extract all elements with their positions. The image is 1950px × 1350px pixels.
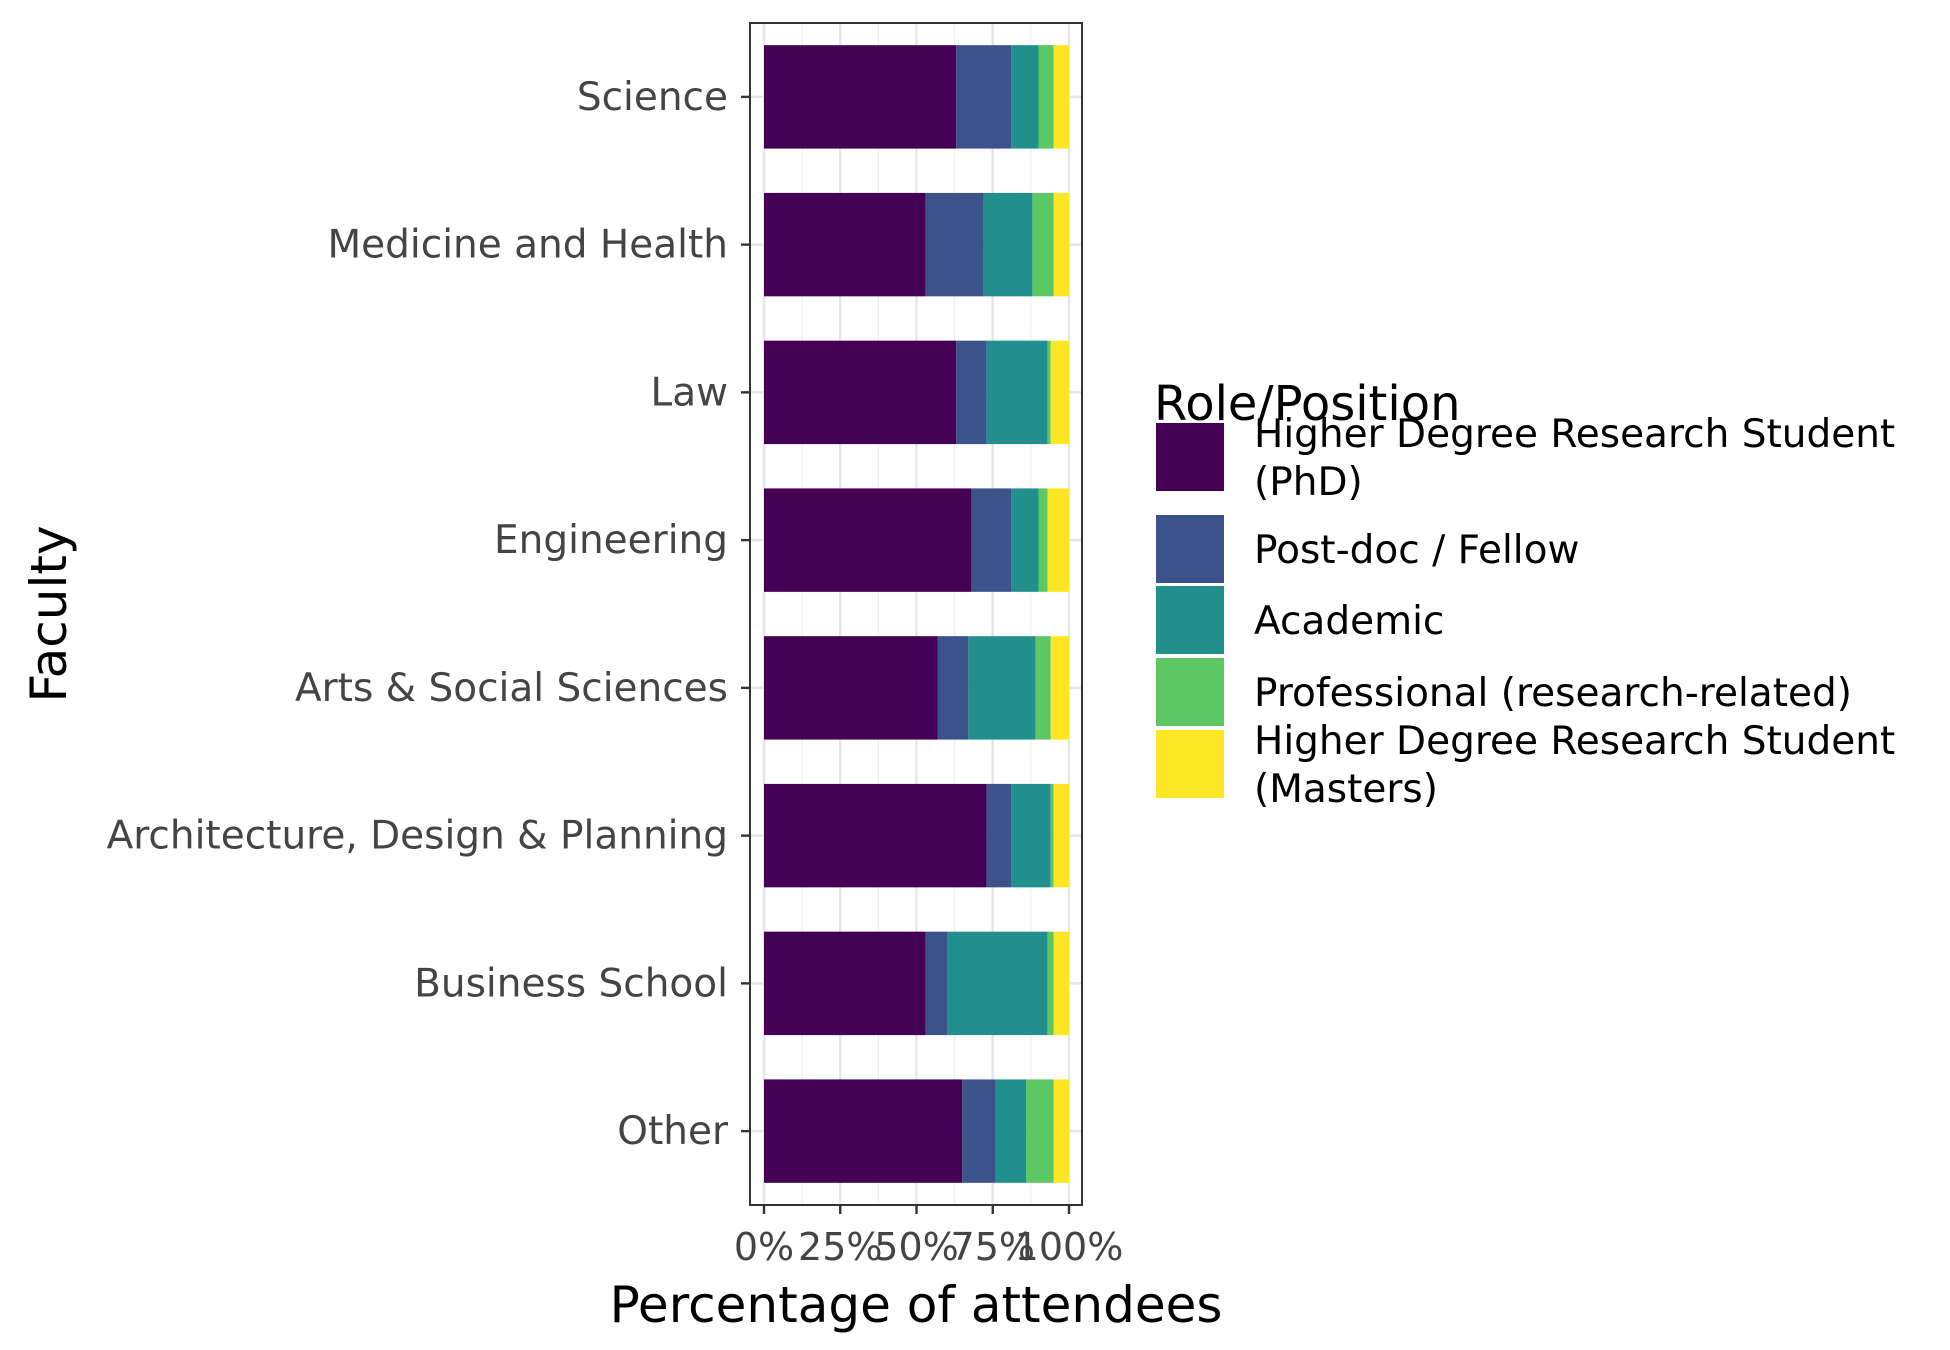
bar-segment [1011, 783, 1051, 888]
bar-segment [764, 488, 972, 592]
bar-segment [1050, 340, 1069, 445]
bar-segment [971, 488, 1012, 592]
legend-key [1156, 658, 1224, 726]
bar-segment [1053, 1079, 1069, 1183]
y-tick-label: Architecture, Design & Planning [107, 814, 728, 859]
bar-segment [1053, 931, 1069, 1036]
bar-segment [983, 192, 1033, 297]
y-tick-label: Other [617, 1109, 729, 1154]
bar-segment [962, 1079, 996, 1183]
bar-segment [925, 931, 947, 1036]
y-tick-label: Engineering [494, 518, 728, 563]
legend-label: Higher Degree Research Student (Masters) [1254, 719, 1895, 812]
y-tick-label: Medicine and Health [328, 223, 728, 268]
bar-segment [956, 340, 987, 445]
bar-segment [764, 192, 926, 297]
bars [764, 45, 1069, 1183]
bar-segment [1011, 45, 1039, 149]
x-tick-label: 50% [874, 1225, 958, 1269]
bar-segment [1047, 488, 1069, 592]
bar-segment [764, 340, 957, 445]
bar-segment [986, 340, 1048, 445]
bar-segment [925, 192, 984, 297]
bar-segment [764, 636, 938, 740]
x-axis: 0% 25%50%75%100% [734, 1205, 1123, 1269]
bar-segment [1038, 488, 1048, 592]
bar-segment [995, 1079, 1027, 1183]
x-tick-label: 0% [734, 1225, 794, 1269]
bar-segment [764, 1079, 963, 1183]
bar-segment [968, 636, 1036, 740]
bar-segment [764, 45, 957, 149]
bar-segment [1053, 192, 1069, 297]
x-tick-label: 75% [951, 1225, 1035, 1269]
y-tick-label: Arts & Social Sciences [295, 666, 728, 711]
legend-label: Post-doc / Fellow [1254, 528, 1579, 573]
bar-segment [947, 931, 1048, 1036]
bar-segment [1047, 931, 1054, 1036]
bar-segment [956, 45, 1012, 149]
legend-key [1156, 423, 1224, 491]
legend-label: Academic [1254, 599, 1444, 644]
legend: Role/Position Higher Degree Research Stu… [1154, 376, 1895, 812]
x-tick-label: 25% [798, 1225, 882, 1269]
bar-segment [1035, 636, 1051, 740]
bar-segment [1038, 45, 1054, 149]
legend-label: Higher Degree Research Student (PhD) [1254, 412, 1895, 505]
y-tick-label: Law [650, 370, 728, 415]
legend-key [1156, 730, 1224, 798]
y-axis-title: Faculty [20, 525, 78, 702]
bar-segment [1026, 1079, 1054, 1183]
bar-segment [1050, 783, 1054, 888]
bar-segment [1011, 488, 1039, 592]
x-axis-title: Percentage of attendees [610, 1276, 1223, 1334]
bar-segment [986, 783, 1012, 888]
y-axis: Science Medicine and Health Law Engineering… [107, 75, 750, 1154]
bar-segment [1032, 192, 1054, 297]
legend-key [1156, 586, 1224, 654]
bar-segment [937, 636, 969, 740]
y-tick-label: Science [577, 75, 728, 120]
legend-title: Role/Position [1154, 376, 1461, 432]
x-tick-label: 100% [1015, 1225, 1124, 1269]
bar-segment [764, 931, 926, 1036]
bar-segment [764, 783, 987, 888]
bar-segment [1050, 636, 1069, 740]
bar-segment [1053, 45, 1069, 149]
bar-segment [1053, 783, 1069, 888]
bar-segment [1047, 340, 1051, 445]
legend-key [1156, 515, 1224, 583]
y-tick-label: Business School [414, 961, 728, 1006]
legend-label: Professional (research-related) [1254, 671, 1852, 716]
